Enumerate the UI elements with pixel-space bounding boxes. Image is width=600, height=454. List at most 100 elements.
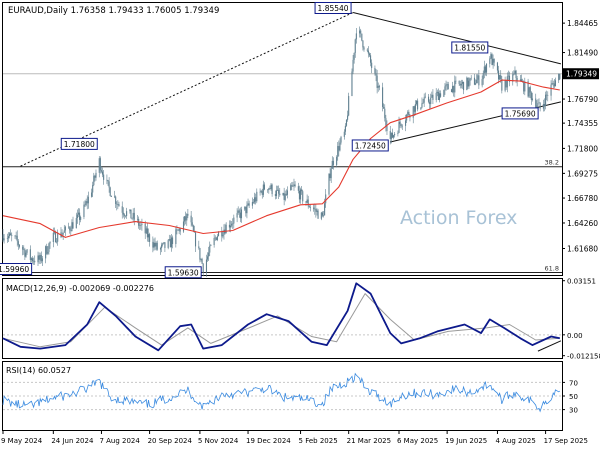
candle-body (184, 216, 186, 222)
candle-body (307, 199, 309, 207)
candle-body (423, 97, 425, 103)
candle-body (91, 192, 93, 197)
candle-body (314, 208, 316, 210)
candle-body (237, 210, 239, 214)
candle-body (202, 263, 204, 273)
candle-body (483, 66, 485, 74)
candle-body (514, 70, 516, 74)
candle-body (70, 230, 72, 232)
macd-title: MACD(12,26,9) -0.002069 -0.002276 (6, 284, 154, 293)
candle-body (30, 258, 32, 261)
candle-body (251, 201, 253, 206)
candle-body (413, 106, 415, 112)
candle-body (2, 234, 4, 241)
candle-body (139, 225, 141, 227)
candle-body (245, 206, 247, 214)
candle-body (370, 55, 372, 63)
candle-body (493, 58, 495, 63)
candle-body (519, 79, 521, 82)
price-annotation-box (314, 1, 352, 14)
chart-header: EURAUD,Daily 1.76358 1.79433 1.76005 1.7… (8, 6, 219, 16)
candle-body (68, 226, 70, 228)
candle-body (214, 237, 216, 239)
candle-body (79, 212, 81, 220)
candle-body (290, 185, 292, 191)
macd-signal-line (2, 293, 560, 348)
candle-body (40, 254, 42, 262)
candle-body (231, 223, 233, 226)
candle-body (221, 231, 223, 237)
moving-average-line (2, 79, 560, 238)
candle-body (49, 241, 51, 244)
candle-body (23, 249, 25, 251)
candle-body (83, 204, 85, 217)
price-annotation-label: 1.71800 (64, 140, 95, 149)
candle-body (454, 80, 456, 93)
candle-body (485, 63, 488, 73)
candle-body (17, 241, 19, 245)
candle-body (208, 252, 210, 257)
candle-body (520, 79, 523, 82)
candle-body (64, 226, 66, 231)
candle-body (140, 224, 142, 226)
fib-level-label: 61.8 (545, 265, 559, 273)
candle-body (513, 73, 515, 75)
candle-body (348, 96, 350, 116)
candle-body (129, 209, 131, 212)
candle-body (355, 33, 357, 40)
candle-body (462, 81, 465, 91)
candle-body (417, 100, 419, 110)
candle-body (299, 189, 302, 200)
macd-tick-label: 0.03151 (567, 278, 596, 286)
candle-body (63, 230, 65, 233)
rsi-tick-label: 30 (569, 407, 578, 415)
candle-body (106, 179, 108, 181)
candle-body (359, 30, 361, 34)
candle-body (69, 227, 71, 231)
candle-body (260, 190, 262, 192)
candle-body (263, 184, 266, 190)
candle-body (80, 216, 82, 220)
candle-body (469, 78, 471, 81)
candle-body (16, 235, 18, 242)
candle-body (351, 71, 353, 97)
candle-body (440, 93, 442, 97)
price-annotation-box (501, 107, 539, 120)
candle-body (172, 237, 174, 245)
candle-body (378, 85, 380, 88)
candle-body (507, 75, 509, 77)
candle-body (542, 104, 544, 109)
candle-body (477, 75, 479, 80)
price-tick-label: 1.74355 (567, 119, 598, 128)
candle-body (431, 94, 433, 98)
price-annotation-box (60, 137, 98, 150)
candle-body (322, 215, 325, 217)
candle-body (52, 232, 54, 242)
candle-body (546, 94, 548, 96)
candle-body (56, 241, 58, 243)
candle-body (240, 209, 243, 219)
candle-body (101, 171, 104, 175)
candle-body (515, 70, 517, 79)
candle-body (271, 184, 273, 195)
candle-body (132, 212, 134, 219)
candle-body (232, 223, 234, 225)
candle-body (254, 197, 256, 203)
candle-body (553, 83, 555, 87)
fib-level-label: 38.2 (545, 159, 559, 167)
price-panel: 1.84465 1.81490 1.76790 1.74355 1.71800 1.692… (0, 1, 599, 279)
candle-body (246, 204, 248, 214)
candle-body (177, 229, 179, 231)
candle-body (362, 40, 364, 48)
candle-body (432, 94, 434, 101)
candle-body (547, 95, 549, 96)
candle-body (429, 101, 431, 105)
candle-body (508, 75, 511, 82)
candle-body (26, 249, 28, 253)
candle-body (31, 258, 34, 262)
candle-body (293, 184, 295, 186)
candle-body (100, 170, 103, 172)
price-annotation-label: 1.75690 (505, 109, 536, 118)
candle-body (400, 124, 402, 127)
candle-body (115, 196, 117, 204)
